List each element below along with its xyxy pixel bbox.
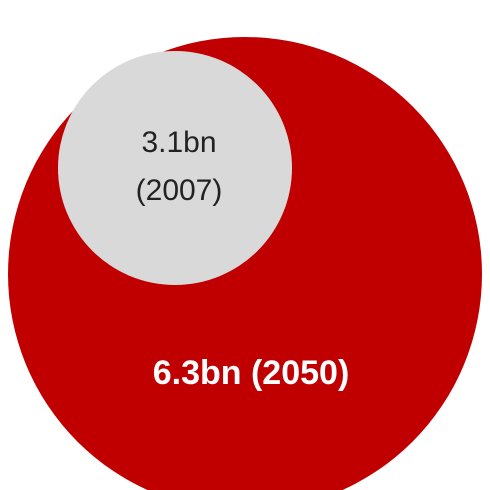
label-2050: 6.3bn (2050) xyxy=(153,354,350,392)
label-2007-year: (2007) xyxy=(136,174,223,207)
label-2007-value: 3.1bn xyxy=(141,126,216,159)
bubble-2007 xyxy=(58,51,292,285)
